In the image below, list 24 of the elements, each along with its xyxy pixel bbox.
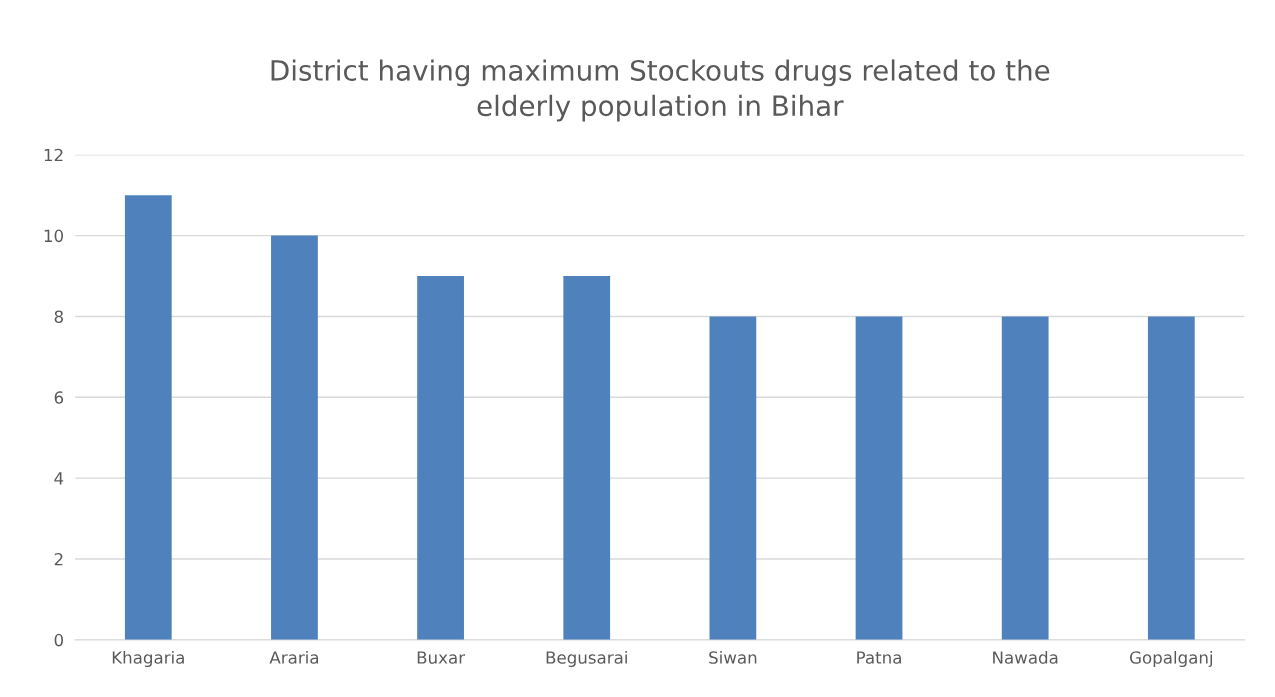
bar	[563, 276, 611, 640]
x-tick-label: Patna	[857, 651, 901, 664]
bar	[709, 316, 757, 640]
x-tick-label: Gopalganj	[1130, 650, 1213, 668]
bar	[417, 276, 464, 640]
x-tick-label: Khagaria	[112, 650, 184, 668]
y-tick-label: 10	[44, 229, 64, 243]
bar	[1147, 316, 1195, 640]
y-tick-label: 8	[54, 310, 63, 324]
bar	[855, 316, 903, 640]
y-tick-label: 0	[54, 633, 64, 647]
x-tick-label: Araria	[269, 650, 319, 664]
x-tick-label: Siwan	[709, 650, 757, 664]
y-tick-label: 12	[44, 148, 63, 162]
chart-title: District having maximum Stockouts drugs related to the elderly population in Bihar	[271, 59, 1050, 122]
y-tick-label: 2	[54, 552, 63, 566]
x-tick-label: Buxar	[417, 651, 466, 664]
bar	[271, 235, 318, 640]
y-tick-label: 4	[54, 472, 64, 485]
bar	[124, 195, 172, 640]
y-tick-label: 6	[54, 391, 64, 404]
x-tick-label: Nawada	[993, 650, 1058, 664]
x-tick-label: Begusarai	[546, 650, 627, 668]
bar	[1001, 316, 1049, 640]
